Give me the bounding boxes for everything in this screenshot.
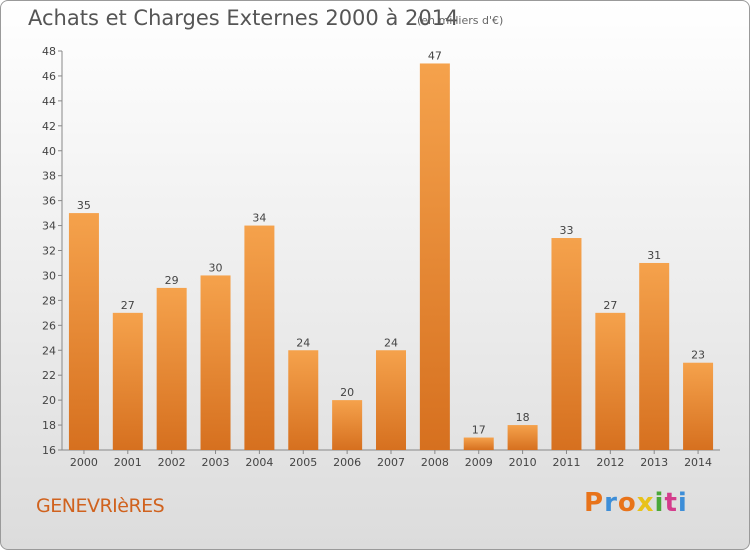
bar-2013: [639, 262, 670, 450]
y-tick-label: 24: [42, 344, 56, 357]
y-tick-label: 34: [42, 220, 56, 233]
y-tick-label: 36: [42, 195, 56, 208]
town-name: GENEVRIèRES: [36, 495, 165, 517]
x-tick-label: 2007: [377, 456, 405, 469]
bar-value-label: 30: [209, 261, 223, 274]
bar-value-label: 33: [559, 224, 573, 237]
y-tick-label: 28: [42, 294, 56, 307]
y-tick-label: 40: [42, 145, 56, 158]
bar-value-label: 47: [428, 49, 442, 62]
bar-2004: [244, 225, 275, 450]
bar-value-label: 34: [252, 212, 266, 225]
bar-value-label: 27: [121, 299, 135, 312]
x-tick-label: 2009: [465, 456, 493, 469]
bar-2002: [156, 287, 187, 450]
x-tick-label: 2003: [202, 456, 230, 469]
bar-value-label: 23: [691, 349, 705, 362]
bar-value-label: 18: [516, 411, 530, 424]
logo-letter: r: [604, 488, 618, 518]
bar-value-label: 27: [603, 299, 617, 312]
bar-2012: [595, 312, 626, 450]
x-tick-label: 2012: [596, 456, 624, 469]
y-tick-label: 42: [42, 120, 56, 133]
x-tick-label: 2004: [245, 456, 273, 469]
logo-letter: o: [617, 488, 637, 518]
x-tick-label: 2010: [509, 456, 537, 469]
chart-subtitle: (en milliers d'€): [417, 14, 504, 27]
x-tick-label: 2008: [421, 456, 449, 469]
x-tick-label: 2006: [333, 456, 361, 469]
bar-2005: [288, 350, 319, 450]
y-tick-label: 32: [42, 245, 56, 258]
bar-value-label: 17: [472, 424, 486, 437]
y-tick-label: 44: [42, 95, 56, 108]
bars: 35 27 29 30 34 24 20 24 47 17 18 33 27 31 23: [68, 49, 714, 450]
logo-letter: i: [654, 488, 665, 518]
y-tick-label: 26: [42, 319, 56, 332]
x-tick-label: 2013: [640, 456, 668, 469]
x-tick-label: 2005: [289, 456, 317, 469]
y-tick-label: 20: [42, 394, 56, 407]
y-tick-label: 18: [42, 419, 56, 432]
y-tick-label: 48: [42, 45, 56, 58]
bar-2008: [419, 63, 450, 450]
y-tick-label: 30: [42, 269, 56, 282]
x-tick-label: 2002: [158, 456, 186, 469]
proxiti-logo: Proxiti: [584, 488, 688, 518]
bar-2014: [683, 362, 714, 450]
bar-value-label: 31: [647, 249, 661, 262]
x-tick-label: 2001: [114, 456, 142, 469]
bar-2003: [200, 275, 231, 450]
logo-letter: x: [636, 488, 655, 518]
y-tick-label: 22: [42, 369, 56, 382]
y-tick-label: 46: [42, 70, 56, 83]
bar-value-label: 24: [384, 336, 398, 349]
bar-2007: [376, 350, 406, 450]
bar-2001: [112, 312, 143, 450]
y-tick-label: 38: [42, 170, 56, 183]
bar-value-label: 24: [296, 336, 310, 349]
x-tick-label: 2011: [552, 456, 580, 469]
bar-value-label: 35: [77, 199, 91, 212]
y-tick-label: 16: [42, 444, 56, 457]
bar-2009: [463, 437, 494, 450]
bar-2006: [332, 400, 363, 450]
logo-letter: P: [584, 488, 605, 518]
x-tick-label: 2000: [70, 456, 98, 469]
chart-title: Achats et Charges Externes 2000 à 2014: [28, 6, 459, 30]
bar-value-label: 29: [165, 274, 179, 287]
bar-2011: [551, 238, 582, 450]
logo-letter: i: [677, 488, 688, 518]
x-tick-label: 2014: [684, 456, 712, 469]
logo-letter: t: [664, 488, 678, 518]
bar-2000: [68, 213, 99, 450]
bar-2010: [507, 425, 538, 450]
bar-value-label: 20: [340, 386, 354, 399]
